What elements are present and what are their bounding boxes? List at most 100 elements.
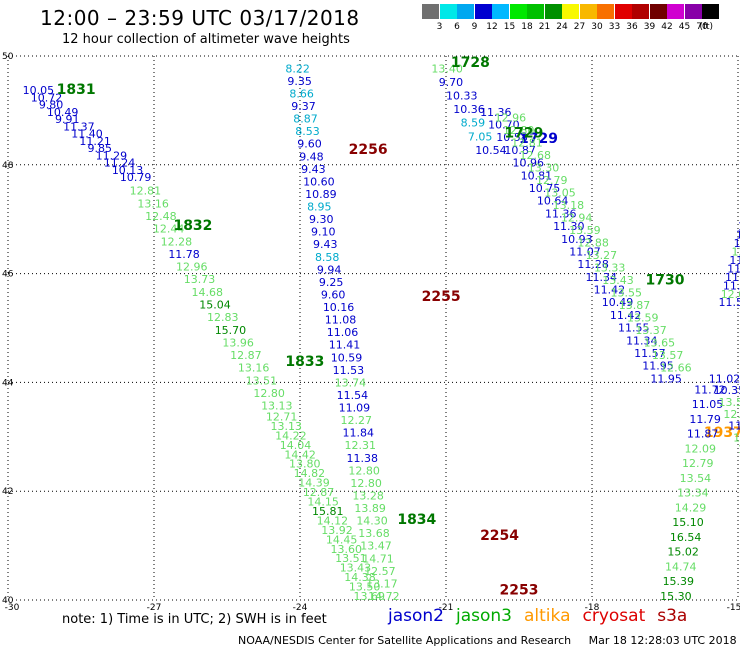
swh-point: 14.74 [665,560,697,573]
swh-point: 10.13 [112,164,144,177]
swh-point: 11.05 [692,398,724,411]
swh-point: 14.71 [362,552,394,565]
swh-point: 11.37 [63,120,95,133]
swh-point: 10.60 [303,175,335,188]
swh-point: 9.91 [55,113,80,126]
swh-point: 12.62 [721,288,740,301]
swh-point: 10.49 [602,296,634,309]
swh-point: 8.22 [285,62,310,75]
color-scale-label: 3 [436,22,443,32]
x-tick-label: -30 [5,603,20,613]
x-tick-label: -21 [439,603,454,613]
swh-point: 8.95 [307,201,332,214]
color-scale-unit: (ft) [699,22,714,32]
y-tick-label: 44 [2,378,14,388]
swh-point: 10.59 [331,351,363,364]
track-time-label: 2253 [500,583,539,599]
track-time-label: 2256 [349,142,388,158]
color-swatch [702,4,719,19]
swh-point: 12.28 [161,235,193,248]
swh-point: 10.36 [453,103,485,116]
swh-point: 13.43 [602,274,634,287]
swh-point: 15.30 [660,590,692,603]
color-scale-label: 33 [608,22,621,32]
chart-subtitle: 12 hour collection of altimeter wave hei… [62,32,350,47]
swh-point: 11.54 [337,389,369,402]
swh-point: 13.65 [644,336,676,349]
swh-point: 11.55 [618,322,650,335]
swh-point: 14.82 [294,467,326,480]
color-swatch [562,4,579,19]
swh-point: 12.83 [207,311,239,324]
swh-point: 13.13 [261,400,293,413]
color-scale-label: 36 [626,22,638,32]
swh-point: 11.02 [709,372,740,385]
color-swatch [492,4,509,19]
swh-point: 11.67 [725,271,740,284]
swh-point: 13.58 [719,396,740,409]
track-time-label: 1831 [57,82,96,98]
swh-point: 13.68 [358,527,390,540]
swh-point: 8.58 [315,251,340,264]
x-tick-label: -27 [147,603,162,613]
color-scale-label: 24 [556,22,568,32]
swh-point: 10.49 [47,106,79,119]
swh-point: 12.96 [176,261,208,274]
swh-point: 13.28 [352,489,384,502]
swh-point: 15.81 [312,505,344,518]
swh-point: 11.95 [650,372,682,385]
swh-point: 11.87 [687,428,719,441]
swh-point: 12.27 [341,414,373,427]
legend-entry: altika [524,606,571,626]
swh-point: 12.2 [732,245,740,258]
swh-point: 10.81 [521,169,553,182]
swh-point: 12.57 [364,565,396,578]
color-swatch [422,4,439,19]
y-tick-label: 46 [2,270,14,280]
x-tick-label: -18 [585,603,600,613]
swh-point: 11.30 [553,220,585,233]
credit-text: NOAA/NESDIS Center for Satellite Applica… [238,634,572,647]
swh-point: 12.79 [536,174,568,187]
swh-point: 12.79 [682,457,714,470]
swh-point: 10.72 [31,91,63,104]
swh-point: 8.59 [461,117,486,130]
swh-point: 14.38 [344,571,376,584]
swh-point: 13.51 [246,374,278,387]
legend-entry: jason3 [456,606,512,626]
swh-point: 13.37 [635,324,667,337]
note-text: note: 1) Time is in UTC; 2) SWH is in fe… [62,612,327,627]
swh-point: 11.08 [325,314,357,327]
swh-point: 13.30 [528,161,560,174]
swh-point: 15.10 [672,516,704,529]
color-swatch [509,4,527,19]
swh-point: 14.15 [307,496,339,509]
swh-point: 12.87 [230,349,262,362]
swh-point: 13.34 [677,487,709,500]
color-swatch [667,4,684,19]
swh-point: 13.74 [335,376,367,389]
y-tick-label: 50 [2,52,14,62]
legend-entry: cryosat [582,606,646,626]
swh-point: 13.69 [354,590,386,603]
swh-point: 13.55 [610,286,642,299]
swh-point: 12.88 [577,236,609,249]
color-scale-label: 42 [661,22,673,32]
swh-point: 9.94 [317,263,342,276]
swh-point: 13.33 [594,261,626,274]
color-swatch [597,4,614,19]
swh-point: 12.80 [348,464,380,477]
track-time-label: 1832 [173,218,212,234]
color-swatch [527,4,544,19]
color-scale-label: 70 [696,22,708,32]
color-swatch [614,4,632,19]
swh-point: 14.45 [326,533,358,546]
swh-point: 13.96 [222,336,254,349]
swh-point: 10.87 [504,144,536,157]
swh-point: 11.24 [104,157,136,170]
swh-point: 11.79 [723,279,740,292]
timestamp-text: Mar 18 12:28:03 UTC 2018 [588,634,737,647]
color-swatch [457,4,474,19]
swh-point: 11.40 [71,128,103,141]
swh-point: 12.80 [350,477,382,490]
